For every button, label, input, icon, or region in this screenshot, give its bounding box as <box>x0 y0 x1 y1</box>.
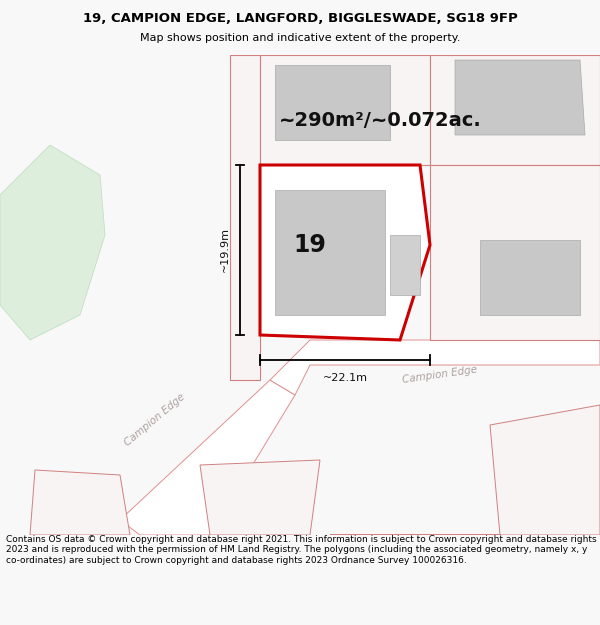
Text: ~19.9m: ~19.9m <box>220 228 230 272</box>
Polygon shape <box>390 235 420 295</box>
Text: ~22.1m: ~22.1m <box>323 373 367 383</box>
Polygon shape <box>275 190 385 315</box>
Text: Campion Edge: Campion Edge <box>123 392 187 448</box>
Polygon shape <box>200 460 320 535</box>
Text: Contains OS data © Crown copyright and database right 2021. This information is : Contains OS data © Crown copyright and d… <box>6 535 596 565</box>
Polygon shape <box>230 55 260 380</box>
Polygon shape <box>270 340 600 395</box>
Polygon shape <box>0 145 105 340</box>
Polygon shape <box>330 405 600 535</box>
Text: ~290m²/~0.072ac.: ~290m²/~0.072ac. <box>278 111 481 129</box>
Polygon shape <box>430 55 600 165</box>
Polygon shape <box>260 165 430 340</box>
Polygon shape <box>480 240 580 315</box>
Polygon shape <box>260 55 430 165</box>
Polygon shape <box>455 60 585 135</box>
Polygon shape <box>120 380 295 535</box>
Text: 19: 19 <box>293 233 326 257</box>
Polygon shape <box>275 65 390 140</box>
Polygon shape <box>430 165 600 340</box>
Text: 19, CAMPION EDGE, LANGFORD, BIGGLESWADE, SG18 9FP: 19, CAMPION EDGE, LANGFORD, BIGGLESWADE,… <box>83 12 517 25</box>
Text: Map shows position and indicative extent of the property.: Map shows position and indicative extent… <box>140 33 460 43</box>
Polygon shape <box>30 470 130 535</box>
Text: Campion Edge: Campion Edge <box>402 365 478 385</box>
